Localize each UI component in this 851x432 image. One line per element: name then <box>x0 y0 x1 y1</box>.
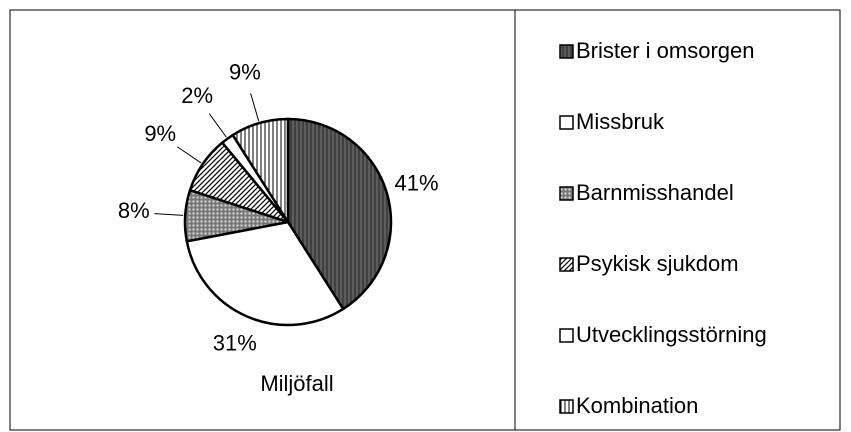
legend-swatch <box>559 44 574 59</box>
value-label: 31% <box>213 331 257 356</box>
leader-line <box>154 213 184 216</box>
leader-line <box>250 93 260 122</box>
legend-label: Barnmisshandel <box>576 180 734 205</box>
legend-label: Psykisk sjukdom <box>576 251 739 276</box>
legend-swatch <box>559 257 574 272</box>
value-label: 2% <box>181 83 213 108</box>
pie-slice <box>185 220 345 327</box>
legend-swatch <box>559 115 574 130</box>
chart-frame <box>9 9 841 431</box>
pie-slice <box>231 117 290 227</box>
value-label: 9% <box>229 59 261 84</box>
legend-label: Kombination <box>576 393 698 418</box>
legend-swatch <box>559 328 574 343</box>
value-label: 9% <box>144 121 176 146</box>
legend-swatch <box>559 186 574 201</box>
leader-line <box>208 113 227 138</box>
legend-swatch <box>559 399 574 414</box>
leader-line <box>176 146 202 164</box>
chart-title: Miljöfall <box>260 371 333 396</box>
legend-label: Brister i omsorgen <box>576 38 755 63</box>
value-label: 8% <box>118 198 150 223</box>
value-label: 41% <box>395 170 439 195</box>
legend-label: Missbruk <box>576 109 665 134</box>
legend-label: Utvecklingsstörning <box>576 322 767 347</box>
